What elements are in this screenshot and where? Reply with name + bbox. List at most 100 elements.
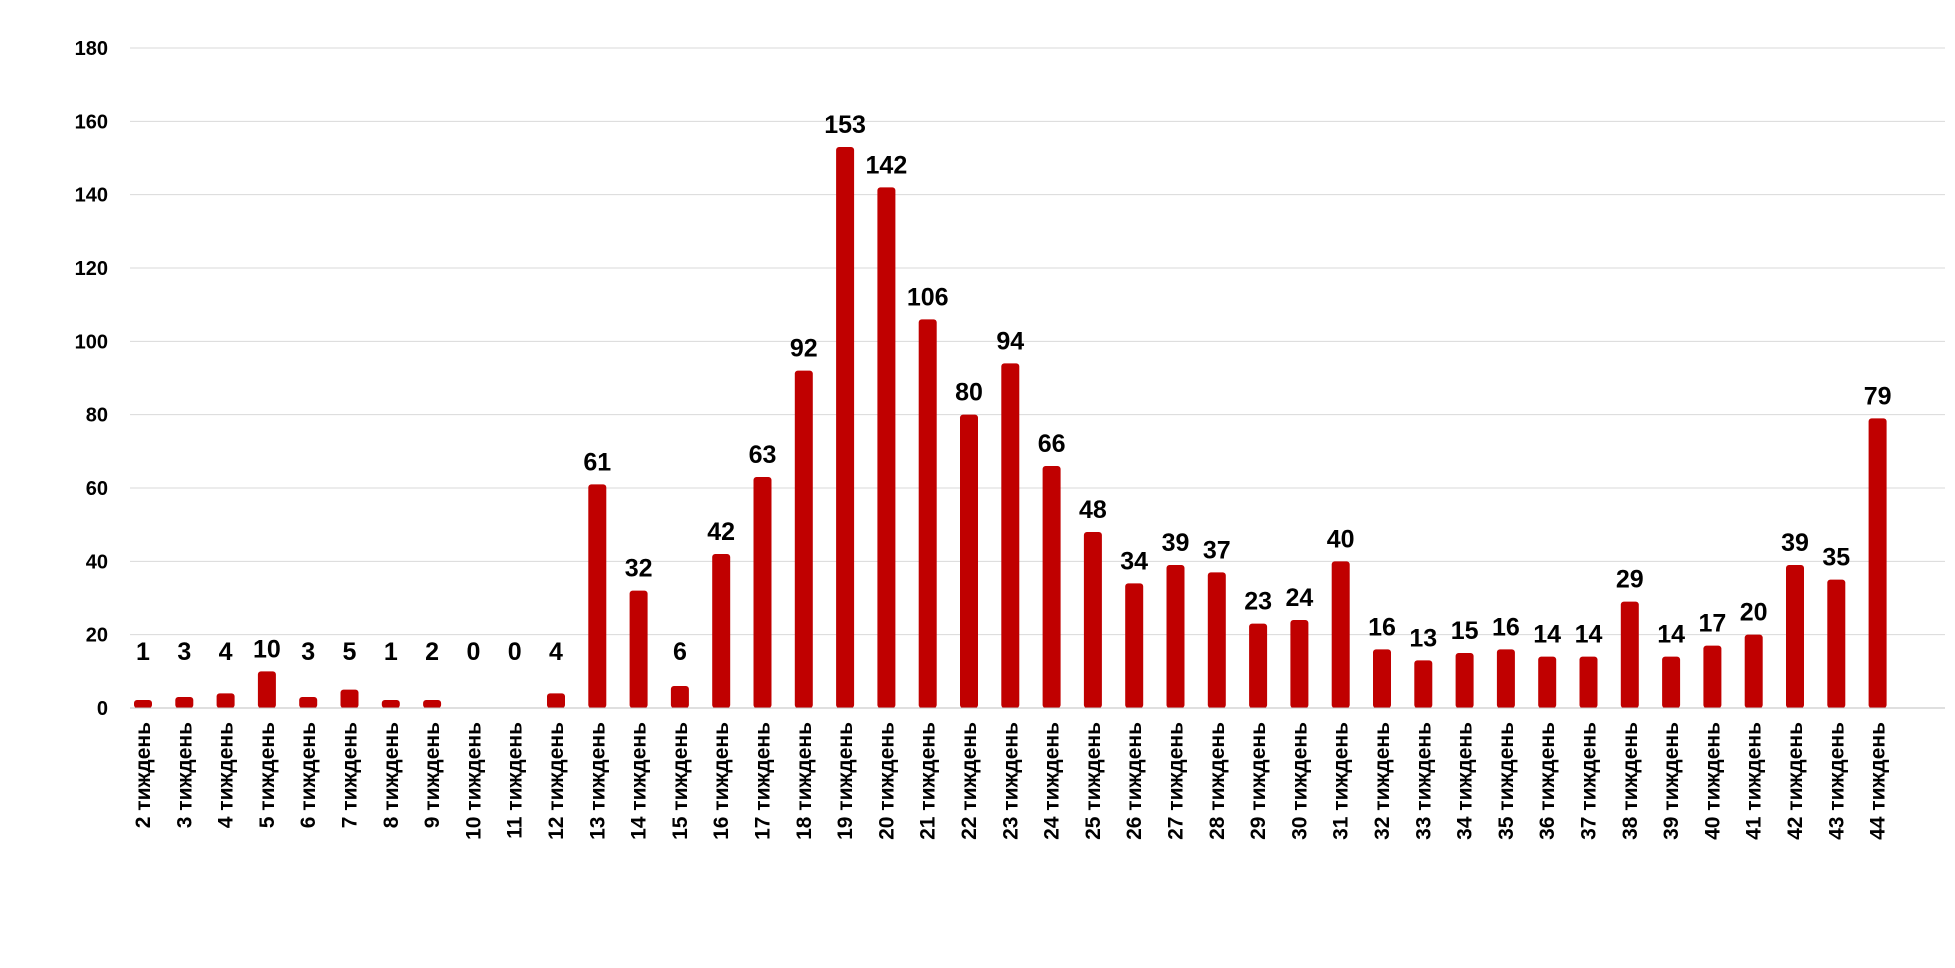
category-label: 31 тиждень	[1330, 722, 1353, 840]
y-tick-label: 20	[86, 625, 108, 647]
data-label: 1	[136, 638, 150, 666]
bar	[836, 147, 855, 708]
data-label: 15	[1451, 617, 1479, 645]
bar	[423, 700, 442, 708]
category-label: 17 тиждень	[752, 722, 775, 840]
data-label: 13	[1409, 624, 1437, 652]
category-label: 7 тиждень	[339, 722, 362, 828]
data-label: 61	[583, 448, 611, 476]
bar	[629, 590, 648, 708]
bar	[918, 319, 937, 708]
bar	[1538, 656, 1557, 708]
data-label: 0	[466, 638, 480, 666]
data-label: 92	[790, 335, 818, 363]
data-label: 1	[384, 638, 398, 666]
bar	[340, 689, 359, 708]
data-labels: 1 3 4 10 3 5 1 2 0 0 46132642639215314210680946648…	[136, 111, 1891, 666]
bar	[381, 700, 400, 708]
bar	[257, 671, 276, 708]
data-label: 14	[1657, 621, 1685, 649]
data-label: 16	[1368, 613, 1396, 641]
data-label: 14	[1533, 621, 1561, 649]
category-label: 33 тиждень	[1412, 722, 1435, 840]
data-label: 142	[866, 151, 908, 179]
data-label: 42	[707, 518, 735, 546]
data-label: 39	[1162, 529, 1190, 557]
y-tick-label: 0	[97, 698, 108, 720]
bar	[1579, 656, 1598, 708]
category-label: 2 тиждень	[132, 722, 155, 828]
category-label: 3 тиждень	[173, 722, 196, 828]
data-label: 4	[549, 638, 563, 666]
bar	[299, 697, 318, 708]
category-label: 27 тиждень	[1165, 722, 1188, 840]
bar	[1083, 532, 1102, 708]
data-label: 153	[824, 111, 866, 139]
category-label: 24 тиждень	[1041, 722, 1064, 840]
data-label: 34	[1120, 547, 1148, 575]
category-label: 14 тиждень	[628, 722, 651, 840]
category-label: 34 тиждень	[1454, 722, 1477, 840]
category-label: 41 тиждень	[1743, 722, 1766, 840]
data-label: 24	[1285, 584, 1313, 612]
data-label: 39	[1781, 529, 1809, 557]
category-label: 12 тиждень	[545, 722, 568, 840]
y-tick-label: 60	[86, 478, 108, 500]
y-tick-label: 80	[86, 405, 108, 427]
bar	[1373, 649, 1391, 708]
category-label: 39 тиждень	[1660, 722, 1683, 840]
bar	[1662, 656, 1681, 708]
bar	[960, 414, 978, 708]
data-label: 32	[625, 555, 653, 583]
category-label: 40 тиждень	[1701, 722, 1724, 840]
category-label: 29 тиждень	[1247, 722, 1270, 840]
category-label: 19 тиждень	[834, 722, 857, 840]
x-axis-category-labels: 2 тиждень 3 тиждень 4 тиждень 5 тиждень 6 ти…	[132, 722, 1890, 840]
data-label: 63	[749, 441, 777, 469]
bar	[1290, 620, 1309, 708]
data-label: 80	[955, 379, 983, 407]
data-label: 0	[508, 638, 522, 666]
bar	[877, 187, 896, 709]
bar	[1786, 565, 1804, 708]
bar	[1703, 645, 1722, 708]
bar	[1620, 601, 1639, 708]
data-label: 5	[343, 638, 357, 666]
category-label: 22 тиждень	[958, 722, 981, 840]
category-label: 8 тиждень	[380, 722, 403, 828]
category-label: 11 тиждень	[504, 722, 527, 839]
bar	[753, 477, 772, 708]
bar	[1868, 418, 1887, 708]
bar	[1827, 579, 1846, 708]
data-label: 3	[301, 638, 315, 666]
category-label: 16 тиждень	[710, 722, 733, 840]
bar	[1744, 634, 1763, 708]
category-label: 43 тиждень	[1825, 722, 1848, 840]
bar	[1125, 583, 1144, 708]
data-label: 37	[1203, 536, 1231, 564]
data-label: 40	[1327, 525, 1355, 553]
data-label: 3	[177, 638, 191, 666]
category-label: 21 тиждень	[917, 722, 940, 840]
data-label: 20	[1740, 599, 1768, 627]
bar	[1249, 623, 1268, 708]
category-label: 30 тиждень	[1288, 722, 1311, 840]
category-label: 13 тиждень	[586, 722, 609, 840]
bar	[547, 693, 565, 708]
data-label: 66	[1038, 430, 1066, 458]
data-label: 94	[996, 327, 1024, 355]
category-label: 5 тиждень	[256, 722, 279, 828]
category-label: 20 тиждень	[875, 722, 898, 840]
category-label: 18 тиждень	[793, 722, 816, 840]
category-label: 36 тиждень	[1536, 722, 1559, 840]
bar	[1042, 466, 1061, 708]
category-label: 26 тиждень	[1123, 722, 1146, 840]
bar	[1331, 561, 1350, 708]
category-label: 42 тиждень	[1784, 722, 1807, 840]
category-label: 10 тиждень	[462, 722, 485, 840]
gridlines	[130, 47, 1945, 636]
data-label: 16	[1492, 613, 1520, 641]
data-label: 48	[1079, 496, 1107, 524]
data-label: 23	[1244, 588, 1272, 616]
